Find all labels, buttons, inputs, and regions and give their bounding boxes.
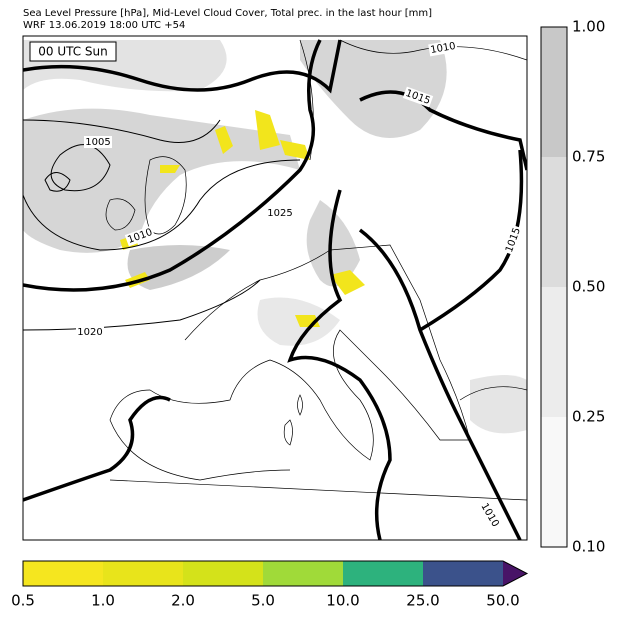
isobar-label-bg <box>124 225 156 247</box>
precip-colorbar: 0.5 1.0 2.0 5.0 10.0 25.0 50.0 <box>11 560 529 610</box>
colorbar-band <box>103 561 183 586</box>
colorbar-frame <box>22 560 529 587</box>
colorbar-band <box>263 561 343 586</box>
colorbar-label: 0.75 <box>572 148 605 166</box>
colorbar-label: 0.5 <box>11 592 35 610</box>
coastlines <box>105 39 527 501</box>
colorbar-band <box>423 561 503 586</box>
isobar-label: 1005 <box>85 137 110 148</box>
colorbar-band <box>541 417 567 547</box>
title: Sea Level Pressure [hPa], Mid-Level Clou… <box>23 8 432 19</box>
colorbar-label: 5.0 <box>251 592 275 610</box>
colorbar-label: 0.50 <box>572 278 605 296</box>
isobar-label: 1010 <box>430 41 457 56</box>
colorbar-label: 0.10 <box>572 538 605 556</box>
colorbar-band <box>23 561 103 586</box>
colorbar-label: 50.0 <box>486 592 519 610</box>
colorbar-band <box>541 27 567 157</box>
colorbar-band <box>343 561 423 586</box>
isobars <box>23 39 527 540</box>
colorbar-label: 10.0 <box>326 592 359 610</box>
colorbar-frame <box>540 26 568 548</box>
isobar-label-bg <box>502 224 524 256</box>
isobar-label-bg <box>402 86 434 108</box>
colorbar-label: 1.00 <box>572 18 605 36</box>
map-area <box>23 36 527 540</box>
isobar-label-bg <box>84 136 112 148</box>
colorbar-label: 1.0 <box>91 592 115 610</box>
time-label: 00 UTC Sun <box>38 45 108 59</box>
colorbar-band <box>541 287 567 417</box>
isobar-label: 1020 <box>77 327 102 338</box>
colorbar-band <box>183 561 263 586</box>
isobar-label-bg <box>76 326 104 338</box>
colorbar-label: 25.0 <box>406 592 439 610</box>
isobar-label-bg <box>266 207 294 219</box>
cloud-colorbar: 1.00 0.75 0.50 0.25 0.10 <box>540 18 605 556</box>
subtitle: WRF 13.06.2019 18:00 UTC +54 <box>23 20 185 31</box>
isobar-label: 1025 <box>267 208 292 219</box>
isobar-label-bg <box>477 499 503 531</box>
time-box <box>29 41 117 62</box>
colorbar-band <box>541 157 567 287</box>
colorbar-label: 2.0 <box>171 592 195 610</box>
colorbar-label: 0.25 <box>572 408 605 426</box>
map-frame <box>22 35 528 541</box>
isobar-label-bg <box>428 39 458 57</box>
colorbar-extension <box>503 561 527 586</box>
